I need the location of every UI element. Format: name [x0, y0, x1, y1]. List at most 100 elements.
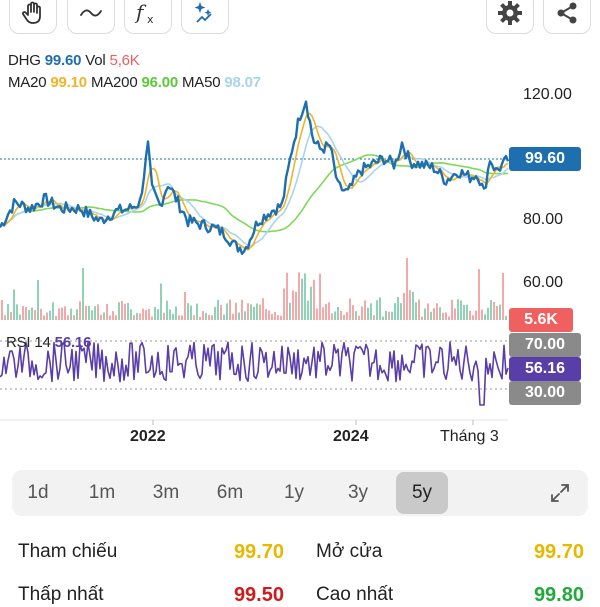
volume-bar — [4, 315, 6, 320]
fullscreen-button[interactable] — [542, 470, 578, 516]
volume-bar — [142, 308, 144, 320]
timeframe-3m[interactable]: 3m — [152, 482, 180, 503]
legend-ma200: 96.00 — [141, 74, 179, 91]
volume-bar — [502, 273, 504, 320]
volume-bar — [406, 258, 408, 320]
volume-bar — [346, 312, 348, 320]
hand-icon — [22, 1, 41, 24]
high-price-label: Cao nhất — [316, 584, 394, 605]
volume-bar — [412, 291, 414, 320]
timeframe-1m[interactable]: 1m — [88, 482, 116, 503]
volume-bar — [43, 315, 45, 320]
volume-bar — [322, 307, 324, 320]
volume-bar — [247, 303, 249, 320]
line-draw-button[interactable] — [67, 0, 115, 34]
volume-bar — [46, 312, 48, 320]
volume-bar — [457, 299, 459, 320]
volume-bar — [112, 311, 114, 320]
volume-bar — [82, 267, 84, 320]
legend-row-1: DHG 99.60 Vol 5,6K — [8, 52, 144, 69]
timeframe-3y[interactable]: 3y — [347, 482, 369, 503]
legend-row-2: MA20 99.10 MA200 96.00 MA50 98.07 — [8, 74, 265, 91]
volume-bar — [58, 308, 60, 320]
price-line — [0, 100, 510, 256]
volume-bar — [124, 303, 126, 320]
volume-bar — [106, 303, 108, 320]
volume-bar — [436, 303, 438, 320]
volume-bar — [415, 302, 417, 320]
volume-bar — [424, 308, 426, 320]
volume-bar — [64, 306, 66, 320]
volume-bar — [400, 303, 402, 320]
volume-bar — [466, 304, 468, 320]
volume-bar — [241, 299, 243, 320]
volume-bar — [193, 315, 195, 320]
share-icon — [557, 2, 577, 24]
rsi-legend: RSI 14 56.16 — [6, 334, 95, 351]
volume-bar — [73, 315, 75, 320]
volume-bar — [256, 303, 258, 320]
rsi-lower-tag: 30.00 — [509, 381, 581, 405]
price-axis-label-80: 80.00 — [523, 211, 564, 228]
volume-bar — [433, 308, 435, 320]
ai-sparkle-icon — [194, 2, 212, 23]
volume-bar — [355, 311, 357, 320]
volume-bar — [91, 310, 93, 320]
gear-icon — [498, 1, 522, 25]
volume-bar — [184, 292, 186, 320]
volume-bar — [304, 273, 306, 320]
price-chart[interactable] — [0, 0, 600, 460]
volume-bar — [127, 302, 129, 320]
legend-ma200-label: MA200 — [90, 74, 138, 91]
volume-bar — [295, 291, 297, 320]
legend-ma50-label: MA50 — [182, 74, 221, 91]
timeframe-selector: 1d 1m 3m 6m 1y 3y 5y — [12, 470, 588, 516]
volume-bar — [379, 297, 381, 320]
legend-price: 99.60 — [44, 52, 82, 69]
volume-bar — [100, 314, 102, 320]
volume-bar — [139, 313, 141, 320]
volume-bar — [76, 309, 78, 320]
volume-bar — [145, 309, 147, 320]
x-axis-label-thang3: Tháng 3 — [440, 428, 499, 445]
volume-bar — [391, 311, 393, 320]
volume-bar — [268, 310, 270, 320]
timeframe-1d[interactable]: 1d — [27, 482, 49, 503]
volume-bar — [376, 300, 378, 320]
volume-bar — [286, 272, 288, 320]
ai-sparkle-button[interactable] — [181, 0, 229, 34]
price-axis-label-60: 60.00 — [523, 274, 564, 291]
volume-bar — [103, 312, 105, 320]
volume-bar — [214, 306, 216, 320]
volume-bar — [109, 315, 111, 320]
volume-bar — [208, 314, 210, 320]
x-axis-label-2024: 2024 — [333, 428, 369, 445]
volume-bar — [205, 312, 207, 320]
volume-bar — [298, 272, 300, 320]
volume-bar — [271, 314, 273, 320]
timeframe-1y[interactable]: 1y — [283, 482, 305, 503]
volume-bar — [403, 293, 405, 320]
volume-bar — [190, 305, 192, 320]
volume-bar — [166, 300, 168, 320]
ref-price-value: 99.70 — [233, 541, 284, 563]
rsi-value-tag: 56.16 — [509, 357, 581, 381]
high-price-value: 99.80 — [533, 584, 584, 606]
volume-bar — [178, 315, 180, 320]
volume-bar — [325, 303, 327, 320]
settings-button[interactable] — [486, 0, 534, 34]
share-button[interactable] — [543, 0, 591, 34]
volume-bar — [133, 315, 135, 320]
expand-icon — [551, 484, 569, 502]
hand-tool-button[interactable] — [9, 0, 57, 34]
timeframe-6m[interactable]: 6m — [216, 482, 244, 503]
timeframe-5y[interactable]: 5y — [396, 472, 448, 514]
ref-price-label: Tham chiếu — [18, 541, 118, 562]
volume-bar — [187, 303, 189, 320]
rsi-legend-label: RSI 14 — [6, 334, 51, 351]
volume-bar — [13, 289, 15, 320]
volume-bar — [154, 307, 156, 320]
volume-bar — [223, 314, 225, 320]
volume-bar — [88, 305, 90, 320]
